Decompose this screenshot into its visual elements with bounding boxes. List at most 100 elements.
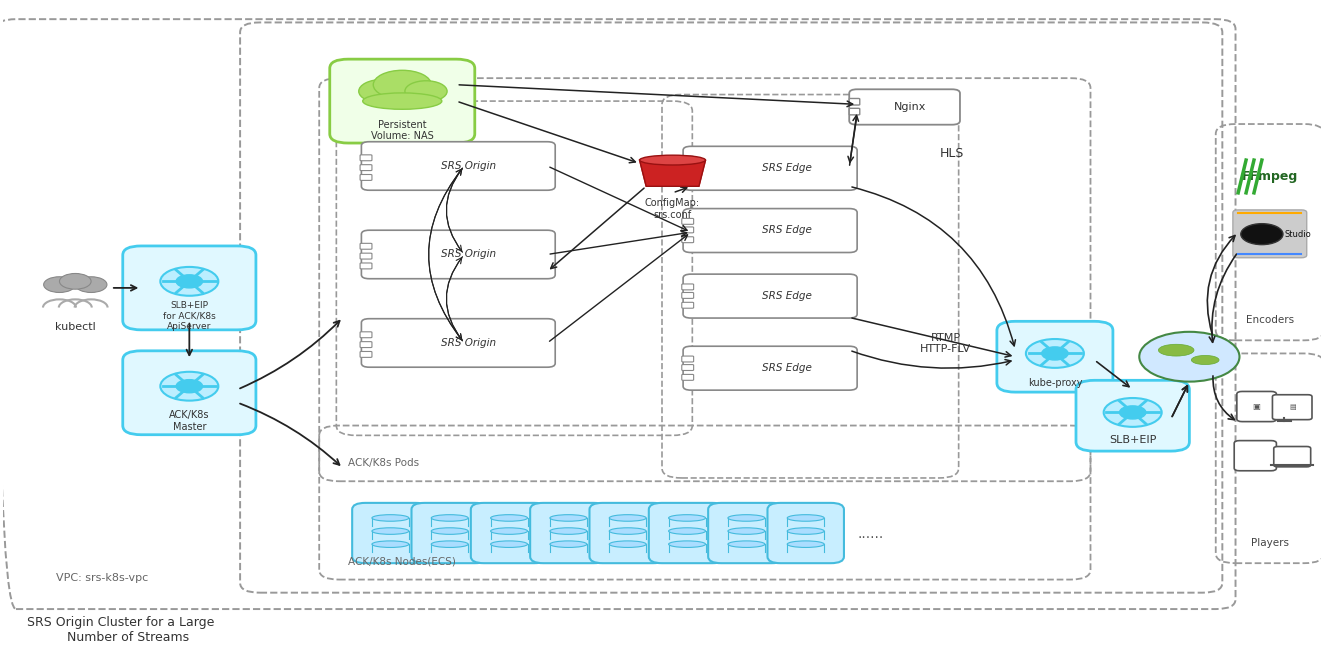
Ellipse shape bbox=[728, 527, 765, 534]
Ellipse shape bbox=[669, 541, 706, 547]
Text: SLB+EIP: SLB+EIP bbox=[1110, 435, 1156, 445]
FancyBboxPatch shape bbox=[682, 284, 694, 290]
Text: HLS: HLS bbox=[940, 147, 964, 160]
Circle shape bbox=[1042, 347, 1068, 360]
FancyBboxPatch shape bbox=[768, 503, 843, 563]
Ellipse shape bbox=[549, 527, 587, 534]
FancyBboxPatch shape bbox=[360, 165, 372, 171]
Ellipse shape bbox=[549, 515, 587, 522]
Text: kubectl: kubectl bbox=[54, 322, 95, 332]
Ellipse shape bbox=[491, 527, 527, 534]
Circle shape bbox=[176, 275, 203, 288]
FancyBboxPatch shape bbox=[589, 503, 666, 563]
Text: SRS Origin: SRS Origin bbox=[441, 161, 495, 171]
Text: ACK/K8s Nodes(ECS): ACK/K8s Nodes(ECS) bbox=[348, 557, 455, 566]
FancyBboxPatch shape bbox=[682, 302, 694, 308]
Ellipse shape bbox=[788, 527, 824, 534]
Text: Studio: Studio bbox=[1284, 229, 1311, 239]
FancyBboxPatch shape bbox=[1274, 447, 1311, 467]
Circle shape bbox=[1241, 223, 1283, 245]
Text: SRS Edge: SRS Edge bbox=[763, 225, 812, 235]
Text: SRS Origin: SRS Origin bbox=[441, 249, 495, 260]
Text: Persistent
Volume: NAS: Persistent Volume: NAS bbox=[371, 120, 434, 141]
FancyBboxPatch shape bbox=[682, 374, 694, 380]
Ellipse shape bbox=[788, 515, 824, 522]
FancyBboxPatch shape bbox=[361, 230, 555, 279]
FancyBboxPatch shape bbox=[360, 253, 372, 259]
Circle shape bbox=[1120, 406, 1145, 419]
Ellipse shape bbox=[609, 527, 646, 534]
Text: Nginx: Nginx bbox=[894, 102, 925, 112]
Circle shape bbox=[1104, 398, 1161, 427]
Ellipse shape bbox=[491, 541, 527, 547]
Text: Encoders: Encoders bbox=[1246, 315, 1294, 325]
FancyBboxPatch shape bbox=[360, 352, 372, 358]
FancyBboxPatch shape bbox=[330, 59, 475, 143]
Ellipse shape bbox=[788, 541, 824, 547]
Ellipse shape bbox=[728, 541, 765, 547]
FancyBboxPatch shape bbox=[412, 503, 489, 563]
Ellipse shape bbox=[549, 541, 587, 547]
Text: ACK/K8s
Master: ACK/K8s Master bbox=[169, 410, 209, 432]
Polygon shape bbox=[639, 160, 706, 186]
FancyBboxPatch shape bbox=[1076, 380, 1189, 451]
Text: ConfigMap:
srs.conf: ConfigMap: srs.conf bbox=[645, 198, 700, 220]
FancyBboxPatch shape bbox=[360, 243, 372, 249]
FancyBboxPatch shape bbox=[360, 155, 372, 161]
Ellipse shape bbox=[609, 541, 646, 547]
FancyBboxPatch shape bbox=[361, 141, 555, 190]
Text: OBS: OBS bbox=[1245, 229, 1262, 239]
FancyBboxPatch shape bbox=[352, 503, 429, 563]
FancyBboxPatch shape bbox=[649, 503, 726, 563]
FancyBboxPatch shape bbox=[682, 227, 694, 233]
FancyBboxPatch shape bbox=[708, 503, 785, 563]
Circle shape bbox=[176, 379, 203, 393]
Circle shape bbox=[373, 70, 432, 99]
FancyBboxPatch shape bbox=[1233, 210, 1307, 258]
FancyBboxPatch shape bbox=[123, 351, 256, 435]
FancyBboxPatch shape bbox=[682, 218, 694, 224]
FancyBboxPatch shape bbox=[682, 156, 694, 162]
Ellipse shape bbox=[432, 541, 469, 547]
FancyBboxPatch shape bbox=[682, 365, 694, 370]
Circle shape bbox=[1139, 332, 1239, 381]
Ellipse shape bbox=[609, 515, 646, 522]
Text: RTMP
HTTP-FLV: RTMP HTTP-FLV bbox=[920, 332, 970, 354]
FancyBboxPatch shape bbox=[682, 165, 694, 171]
Ellipse shape bbox=[363, 93, 442, 109]
Ellipse shape bbox=[491, 515, 527, 522]
Text: ▤: ▤ bbox=[1288, 404, 1295, 410]
FancyBboxPatch shape bbox=[1237, 391, 1276, 422]
Text: kube-proxy: kube-proxy bbox=[1027, 378, 1082, 388]
FancyBboxPatch shape bbox=[682, 237, 694, 243]
Circle shape bbox=[60, 274, 91, 290]
Ellipse shape bbox=[432, 527, 469, 534]
FancyBboxPatch shape bbox=[682, 356, 694, 362]
FancyBboxPatch shape bbox=[361, 319, 555, 368]
Ellipse shape bbox=[639, 155, 706, 165]
Ellipse shape bbox=[1158, 344, 1194, 356]
Text: FFmpeg: FFmpeg bbox=[1242, 170, 1298, 183]
FancyBboxPatch shape bbox=[360, 263, 372, 269]
FancyBboxPatch shape bbox=[1234, 441, 1276, 471]
Text: ACK/K8s Pods: ACK/K8s Pods bbox=[348, 458, 420, 468]
FancyBboxPatch shape bbox=[683, 209, 857, 253]
Ellipse shape bbox=[432, 515, 469, 522]
Circle shape bbox=[44, 277, 75, 292]
Ellipse shape bbox=[728, 515, 765, 522]
Circle shape bbox=[160, 267, 218, 295]
FancyBboxPatch shape bbox=[471, 503, 547, 563]
Circle shape bbox=[359, 79, 406, 103]
Ellipse shape bbox=[372, 515, 409, 522]
Ellipse shape bbox=[1192, 356, 1219, 365]
FancyBboxPatch shape bbox=[849, 98, 859, 105]
Circle shape bbox=[1026, 339, 1084, 368]
Text: VPC: srs-k8s-vpc: VPC: srs-k8s-vpc bbox=[56, 573, 148, 583]
Text: SRS Origin: SRS Origin bbox=[441, 338, 495, 348]
FancyBboxPatch shape bbox=[360, 342, 372, 348]
Circle shape bbox=[160, 371, 218, 401]
FancyBboxPatch shape bbox=[682, 292, 694, 298]
Text: SRS Edge: SRS Edge bbox=[763, 363, 812, 373]
Ellipse shape bbox=[372, 527, 409, 534]
FancyBboxPatch shape bbox=[849, 89, 960, 125]
